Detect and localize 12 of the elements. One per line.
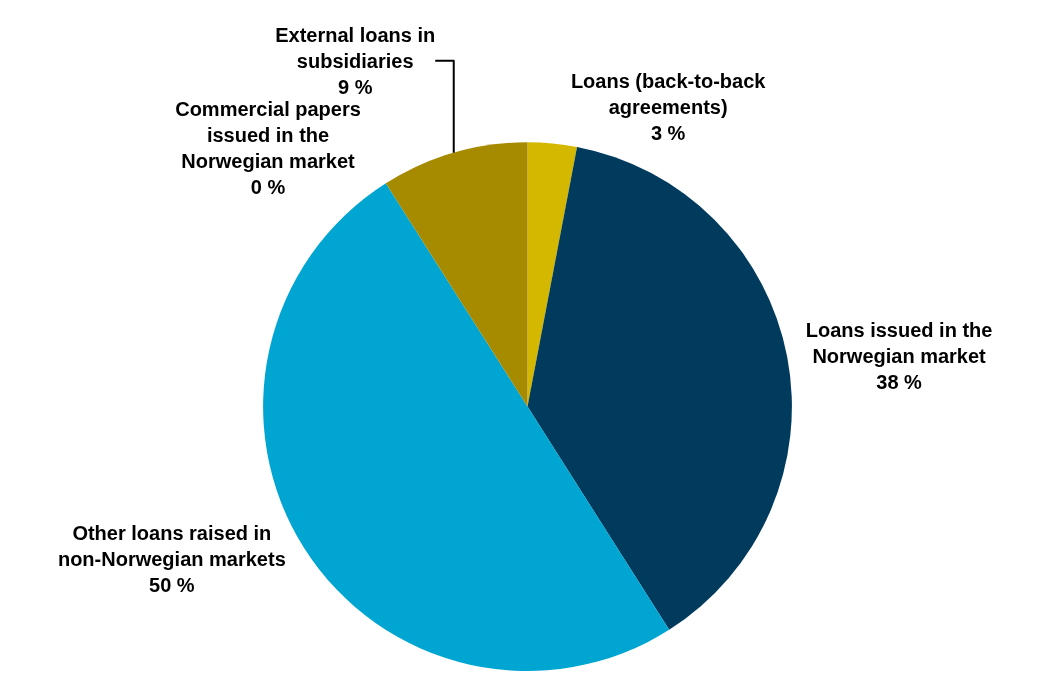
data-label: 9 % — [337, 75, 373, 98]
data-label: 38 % — [876, 370, 923, 393]
pie-slice — [527, 146, 792, 630]
slice-label: External loans in subsidiaries — [275, 23, 436, 72]
data-label: 3 % — [650, 121, 686, 144]
slice-label: Loans (back-to-back agreements) — [570, 69, 767, 118]
slice-label: Loans issued in the Norwegian market — [805, 318, 993, 367]
slice-label: Other loans raised in non-Norwegian markets — [57, 521, 286, 570]
data-label: 50 % — [149, 573, 195, 596]
pie-slice — [385, 142, 528, 407]
category-label: Commercial papers issued in the Norwegian market — [175, 97, 361, 172]
text: 0 % — [250, 175, 286, 198]
